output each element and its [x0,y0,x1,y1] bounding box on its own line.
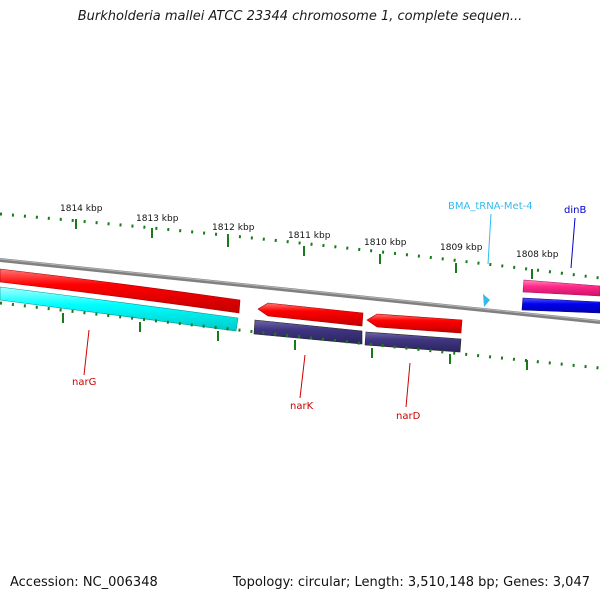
scale-label-1812: 1812 kbp [212,223,255,233]
genome-backbone-highlight [0,258,600,322]
narG-leader [83,329,90,376]
scale-label-1810: 1810 kbp [364,238,407,248]
narK-leader [299,354,306,399]
reverse-gene-narK[interactable] [253,319,363,345]
genome-summary: Topology: circular; Length: 3,510,148 bp… [232,575,590,590]
forward-gene-narD-top[interactable] [366,313,463,334]
trna-marker[interactable] [483,294,490,307]
scale-label-1808: 1808 kbp [516,250,559,260]
outer-scale-dots [0,212,600,280]
trna-leader [487,213,492,265]
narD-label[interactable]: narD [396,411,421,422]
trna-label[interactable]: BMA_tRNA-Met-4 [448,201,533,212]
dinB-label[interactable]: dinB [564,205,586,216]
map-title: Burkholderia mallei ATCC 23344 chromosom… [77,9,523,24]
narG-label[interactable]: narG [72,377,96,388]
inner-scale [0,301,600,370]
forward-gene-narK-top[interactable] [257,302,364,327]
outer-scale: 1814 kbp 1813 kbp 1812 kbp 1811 kbp 1810… [0,204,600,280]
scale-label-1813: 1813 kbp [136,214,179,224]
dinB-leader [570,217,576,269]
scale-label-1809: 1809 kbp [440,243,483,253]
inner-scale-dots [0,301,600,370]
dinB-gene-bottom[interactable] [521,297,600,314]
narD-leader [405,362,411,408]
scale-label-1811: 1811 kbp [288,231,331,241]
reverse-gene-narD[interactable] [364,331,462,353]
forward-gene-narG-left[interactable] [0,268,241,314]
reverse-gene-narG-cds[interactable] [0,286,239,332]
narK-label[interactable]: narK [290,401,314,412]
dinB-gene-top[interactable] [522,279,600,297]
accession-text: Accession: NC_006348 [10,575,158,590]
scale-label-1814: 1814 kbp [60,204,103,214]
